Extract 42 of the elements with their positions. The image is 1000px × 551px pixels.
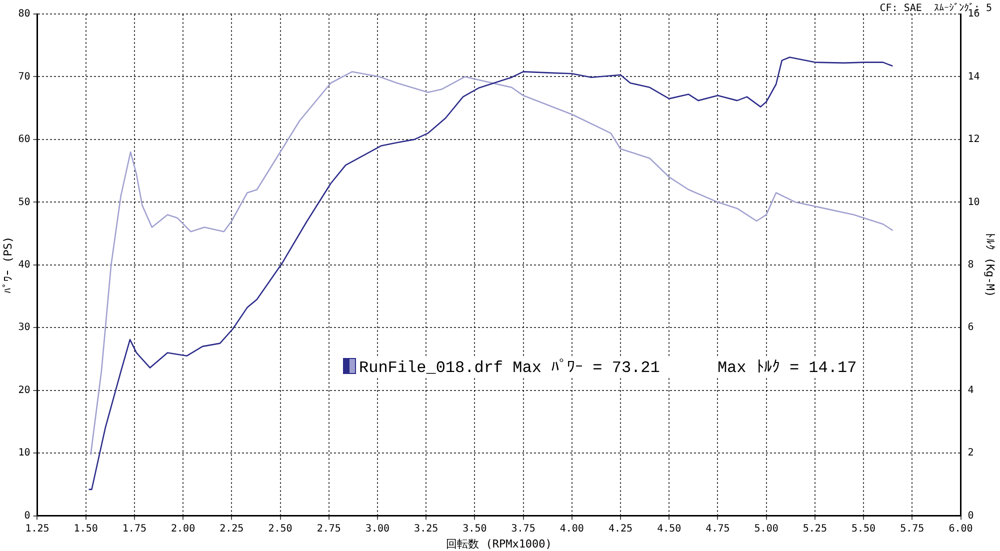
y-tick-label: 60 [18,134,30,146]
y-tick-label: 80 [18,8,30,20]
y2-tick-label: 14 [968,71,980,82]
x-tick-label: 1.50 [74,523,98,534]
y-axis-title: ﾊﾟﾜｰ (PS) [1,236,14,294]
x-tick-label: 6.00 [948,523,973,534]
x-tick-label: 1.75 [122,523,146,534]
x-tick-label: 4.25 [608,523,633,534]
x-tick-label: 5.00 [754,523,778,534]
x-tick-label: 2.00 [171,523,196,534]
y-tick-label: 0 [24,510,30,522]
x-tick-label: 2.25 [220,523,244,534]
y2-axis-title: ﾄﾙｸ (Kg-M) [984,232,997,298]
y2-tick-label: 8 [968,259,974,270]
x-axis-title: 回転数 (RPMx1000) [446,537,552,550]
x-tick-label: 1.25 [25,523,50,534]
y-tick-label: 50 [18,196,30,208]
x-tick-label: 2.75 [316,523,341,534]
y-tick-label: 70 [18,71,30,82]
y2-tick-label: 12 [968,134,980,146]
x-tick-label: 5.25 [802,523,827,534]
x-tick-label: 5.75 [900,523,924,534]
x-tick-label: 4.50 [657,523,682,534]
x-tick-label: 5.50 [852,523,876,534]
y-tick-label: 10 [18,448,30,459]
x-tick-label: 3.50 [462,523,487,534]
y2-tick-label: 6 [968,322,974,334]
y-tick-label: 30 [18,322,30,334]
x-tick-label: 3.75 [511,523,536,534]
x-tick-label: 4.00 [560,523,584,534]
y2-tick-label: 0 [968,510,974,522]
y2-tick-label: 4 [968,384,974,396]
y2-tick-label: 16 [968,8,980,20]
y2-tick-label: 2 [968,448,974,459]
y-tick-label: 40 [18,259,30,270]
y2-tick-label: 10 [968,196,980,208]
x-tick-label: 3.00 [365,523,390,534]
x-tick-label: 3.25 [414,523,438,534]
annotation: RunFile_018.drf Max ﾊﾟﾜｰ = 73.21 Max ﾄﾙｸ = 14.17 [359,359,857,377]
x-tick-label: 4.75 [706,523,730,534]
x-tick-label: 2.50 [268,523,292,534]
y-tick-label: 20 [18,384,30,396]
